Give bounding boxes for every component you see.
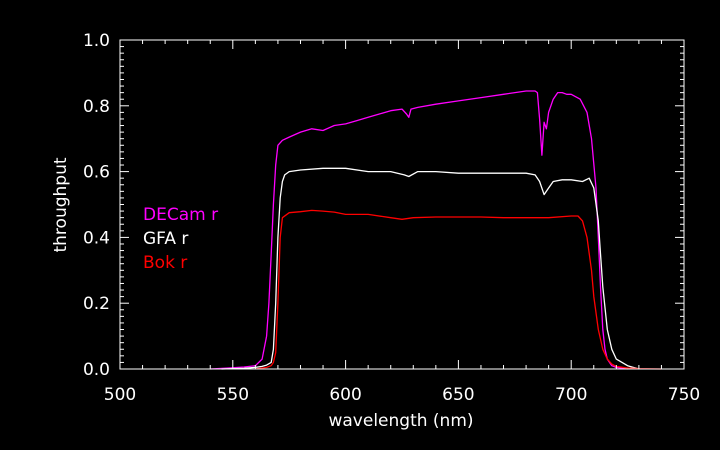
series-line-bok-r (255, 209, 662, 370)
axes-layer: 500 550 600 650 700 750 0.0 0.2 0.4 0.6 0.8 1.0 (83, 31, 700, 405)
y-axis-label: throughput (51, 157, 71, 252)
series-line-decam-r (210, 90, 628, 370)
x-tick-label: 500 (104, 385, 136, 405)
y-tick-label: 0.8 (83, 97, 110, 117)
legend: DECam r GFA r Bok r (143, 205, 218, 273)
x-axis-label: wavelength (nm) (328, 411, 473, 431)
series-line-gfa-r (221, 167, 640, 370)
legend-entry: GFA r (143, 229, 188, 249)
x-tick-label: 550 (217, 385, 249, 405)
y-tick-label: 0.4 (83, 228, 110, 248)
y-tick-label: 1.0 (83, 31, 110, 51)
legend-entry: Bok r (143, 253, 187, 273)
x-tick-label: 750 (668, 385, 700, 405)
x-tick-label: 600 (329, 385, 361, 405)
series-layer (210, 90, 662, 370)
x-tick-label: 650 (442, 385, 474, 405)
y-tick-label: 0.6 (83, 163, 110, 183)
x-tick-label: 700 (555, 385, 587, 405)
legend-entry: DECam r (143, 205, 218, 225)
y-tick-label: 0.2 (83, 294, 110, 314)
y-tick-label: 0.0 (83, 360, 110, 380)
